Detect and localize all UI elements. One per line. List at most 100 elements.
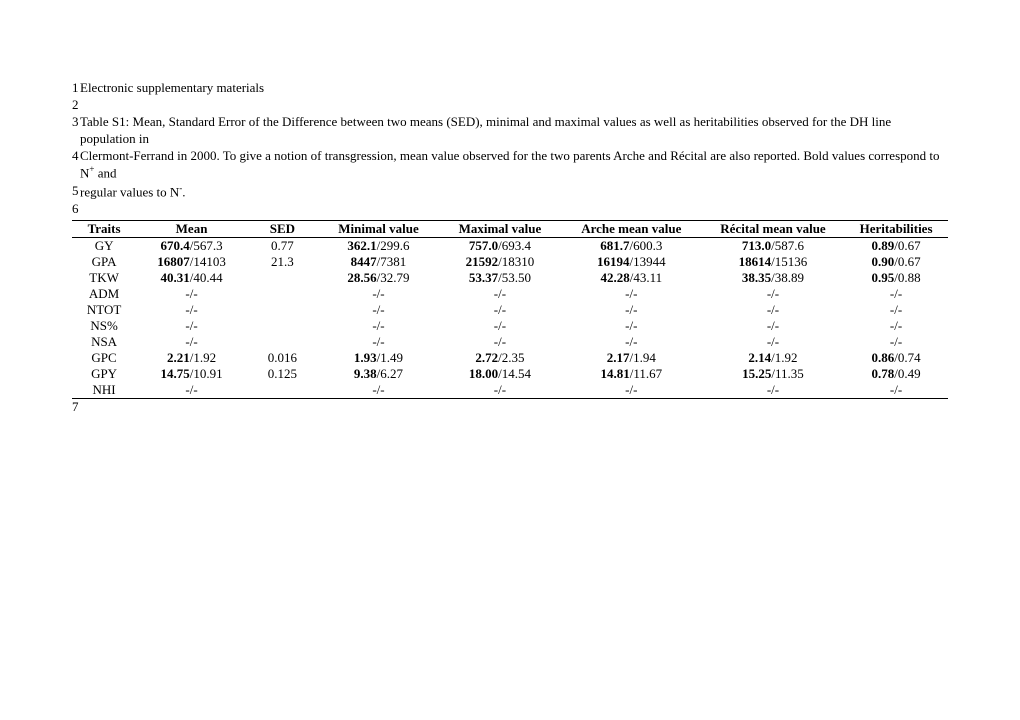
table-row: GY670.4/567.30.77362.1/299.6757.0/693.46… [72,237,948,254]
table-cell: 0.78/0.49 [844,366,948,382]
table-cell: 670.4/567.3 [136,237,247,254]
line-3: 3 Table S1: Mean, Standard Error of the … [72,114,948,148]
trait-cell: GPA [72,254,136,270]
table-cell: -/- [561,382,702,399]
table-cell: 0.95/0.88 [844,270,948,286]
table-cell: -/- [439,382,561,399]
table-cell: 40.31/40.44 [136,270,247,286]
linenum-5: 5 [72,183,80,200]
trait-cell: NSA [72,334,136,350]
line-4: 4 Clermont-Ferrand in 2000. To give a no… [72,148,948,183]
trait-cell: NS% [72,318,136,334]
table-row: TKW40.31/40.44 28.56/32.7953.37/53.5042.2… [72,270,948,286]
caption-line-1: Table S1: Mean, Standard Error of the Di… [80,114,948,148]
table-cell: 28.56/32.79 [318,270,439,286]
caption-line-3b: . [182,184,185,199]
trait-cell: GY [72,237,136,254]
caption-line-2: Clermont-Ferrand in 2000. To give a noti… [80,148,948,183]
table-cell: -/- [439,318,561,334]
table-row: ADM-/--/--/--/--/--/- [72,286,948,302]
col-header: Minimal value [318,220,439,237]
trait-cell: ADM [72,286,136,302]
table-row: GPC2.21/1.920.0161.93/1.492.72/2.352.17/… [72,350,948,366]
table-cell: 2.72/2.35 [439,350,561,366]
table-cell: -/- [318,302,439,318]
table-cell: 14.75/10.91 [136,366,247,382]
table-cell: 53.37/53.50 [439,270,561,286]
table-row: GPA16807/1410321.38447/738121592/1831016… [72,254,948,270]
caption-line-3a: regular values to N [80,184,179,199]
table-cell: -/- [844,286,948,302]
linenum-6: 6 [72,201,80,218]
line-6: 6 [72,201,948,218]
col-header: Arche mean value [561,220,702,237]
trait-cell: NTOT [72,302,136,318]
table-cell: -/- [844,318,948,334]
trait-cell: NHI [72,382,136,399]
table-cell: 713.0/587.6 [702,237,844,254]
table-cell: -/- [561,302,702,318]
table-cell: -/- [439,302,561,318]
table-row: NS%-/--/--/--/--/--/- [72,318,948,334]
sed-cell: 0.77 [247,237,318,254]
table-header-row: TraitsMeanSEDMinimal valueMaximal valueA… [72,220,948,237]
table-cell: 9.38/6.27 [318,366,439,382]
table-cell: -/- [136,334,247,350]
table-cell: 18.00/14.54 [439,366,561,382]
linenum-7: 7 [72,399,80,416]
table-cell: 681.7/600.3 [561,237,702,254]
title-text: Electronic supplementary materials [80,80,948,97]
table-row: NSA-/--/--/--/--/--/- [72,334,948,350]
table-cell: 15.25/11.35 [702,366,844,382]
col-header: Maximal value [439,220,561,237]
table-cell: -/- [844,334,948,350]
table-row: GPY14.75/10.910.1259.38/6.2718.00/14.541… [72,366,948,382]
table-cell: -/- [439,334,561,350]
sed-cell [247,270,318,286]
line-1: 1 Electronic supplementary materials [72,80,948,97]
sed-cell [247,302,318,318]
table-cell: 757.0/693.4 [439,237,561,254]
line-5: 5 regular values to N-. [72,183,948,201]
sed-cell: 21.3 [247,254,318,270]
trait-cell: TKW [72,270,136,286]
table-cell: -/- [561,286,702,302]
col-header: Mean [136,220,247,237]
sed-cell: 0.125 [247,366,318,382]
table-cell: 21592/18310 [439,254,561,270]
table-cell: 38.35/38.89 [702,270,844,286]
table-row: NHI-/--/--/--/--/--/- [72,382,948,399]
table-cell: -/- [136,286,247,302]
table-cell: 8447/7381 [318,254,439,270]
col-header: Récital mean value [702,220,844,237]
caption-line-3: regular values to N-. [80,183,948,201]
table-cell: 0.86/0.74 [844,350,948,366]
table-cell: -/- [561,334,702,350]
caption-line-2a: Clermont-Ferrand in 2000. To give a noti… [80,148,940,181]
table-cell: -/- [702,302,844,318]
sed-cell [247,286,318,302]
linenum-3: 3 [72,114,80,131]
table-row: NTOT-/--/--/--/--/--/- [72,302,948,318]
trait-cell: GPY [72,366,136,382]
table-cell: -/- [702,382,844,399]
table-cell: -/- [702,318,844,334]
table-cell: 0.89/0.67 [844,237,948,254]
sed-cell [247,318,318,334]
table-cell: -/- [702,286,844,302]
trait-cell: GPC [72,350,136,366]
sed-cell [247,382,318,399]
table-cell: 2.17/1.94 [561,350,702,366]
data-table: TraitsMeanSEDMinimal valueMaximal valueA… [72,220,948,399]
table-cell: -/- [439,286,561,302]
sed-cell [247,334,318,350]
table-cell: 42.28/43.11 [561,270,702,286]
table-cell: -/- [318,382,439,399]
table-cell: -/- [136,302,247,318]
table-cell: 362.1/299.6 [318,237,439,254]
table-cell: 2.21/1.92 [136,350,247,366]
table-cell: 14.81/11.67 [561,366,702,382]
table-cell: 16194/13944 [561,254,702,270]
col-header: Traits [72,220,136,237]
table-cell: -/- [844,382,948,399]
